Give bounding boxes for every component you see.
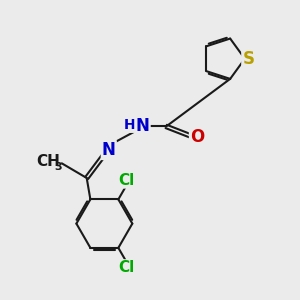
Text: CH: CH <box>37 154 60 169</box>
Text: H: H <box>124 118 135 132</box>
Text: Cl: Cl <box>118 172 135 188</box>
Text: 3: 3 <box>54 162 62 172</box>
Text: S: S <box>242 50 254 68</box>
Text: N: N <box>102 141 116 159</box>
Text: O: O <box>190 128 204 146</box>
Text: Cl: Cl <box>118 260 135 275</box>
Text: N: N <box>136 117 150 135</box>
